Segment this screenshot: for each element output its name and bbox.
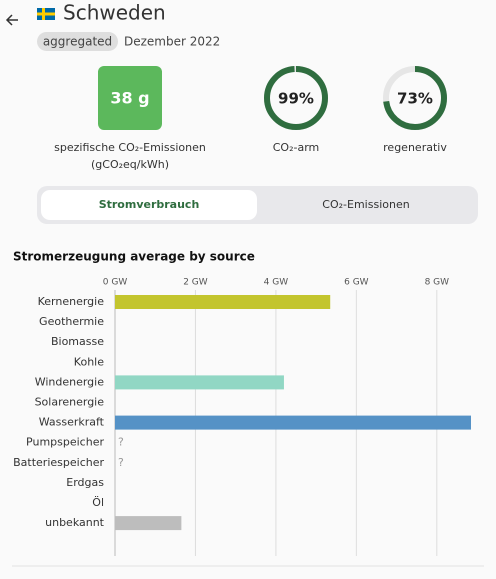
date: Dezember 2022 [124, 35, 220, 49]
value-label: ? [118, 436, 124, 449]
value-label: ? [118, 456, 124, 469]
tab-active[interactable] [41, 190, 257, 220]
bar [115, 415, 471, 430]
bar [115, 516, 182, 531]
x-tick-label: 4 GW [264, 278, 289, 288]
metric-unit: (gCO₂eq/kWh) [91, 158, 169, 171]
category-label: unbekannt [45, 516, 105, 529]
flag [37, 8, 55, 20]
badge [37, 32, 118, 51]
category-label: Kohle [74, 355, 104, 368]
metric-caption: regenerativ [383, 141, 447, 154]
chart-title: Stromerzeugung average by source [13, 250, 255, 264]
x-tick-label: 6 GW [344, 278, 369, 288]
category-label: Geothermie [39, 315, 104, 328]
category-label: Erdgas [66, 476, 104, 489]
category-label: Biomasse [51, 335, 104, 348]
bar [115, 295, 331, 309]
category-label: Kernenergie [38, 295, 105, 308]
category-label: Windenergie [35, 375, 105, 388]
ring-arc [264, 66, 328, 130]
category-label: Solarenergie [35, 396, 105, 409]
x-tick-label: 2 GW [183, 278, 208, 288]
back-button[interactable] [5, 14, 18, 26]
country-title: Schweden [63, 1, 166, 25]
category-label: Batteriespeicher [13, 456, 104, 469]
bar [115, 375, 284, 390]
intensity-box [98, 66, 162, 130]
ring-value: 73% [397, 90, 433, 108]
metric-caption: CO₂-arm [273, 141, 320, 154]
tab-label[interactable]: CO₂-Emissionen [322, 198, 409, 211]
category-label: Öl [92, 496, 104, 509]
ring-value: 99% [278, 90, 314, 108]
intensity-value: 38 g [110, 89, 149, 108]
x-tick-label: 8 GW [425, 278, 450, 288]
tab-label[interactable]: Stromverbrauch [99, 198, 200, 211]
category-label: Wasserkraft [39, 416, 105, 429]
category-label: Pumpspeicher [26, 436, 104, 449]
x-tick-label: 0 GW [103, 278, 128, 288]
metric-caption: spezifische CO₂-Emissionen [54, 141, 206, 154]
badge-text: aggregated [43, 35, 112, 49]
ring-arc [383, 66, 447, 130]
